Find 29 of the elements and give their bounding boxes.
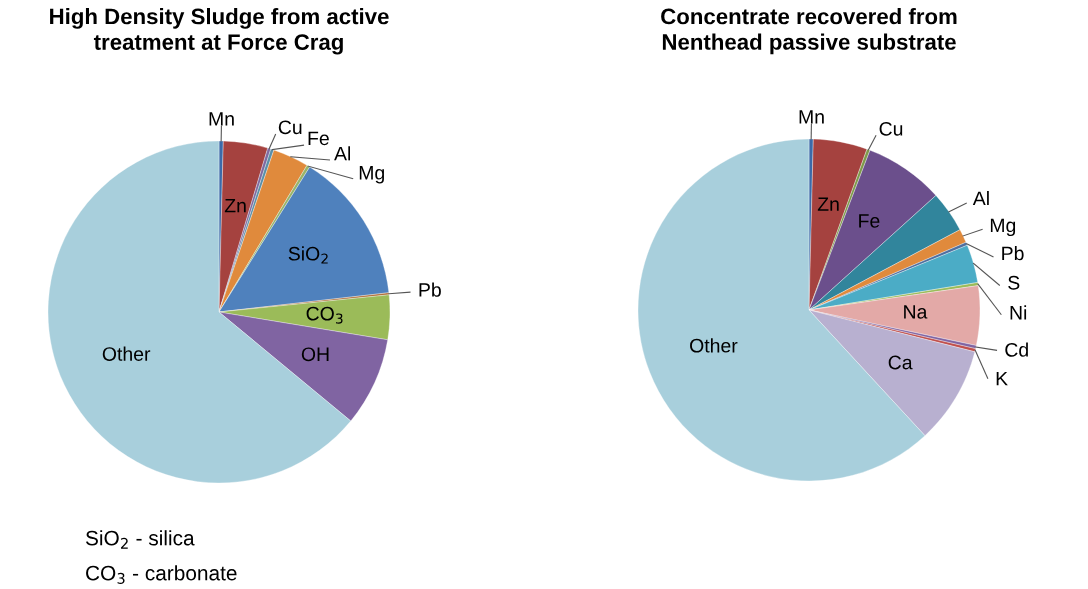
- slice-label: Pb: [419, 282, 441, 297]
- slice-label: Cu: [278, 120, 302, 135]
- slice-label: Other: [690, 338, 738, 353]
- chart-title: Concentrate recovered from Nenthead passive substrate: [661, 8, 957, 55]
- text: CO$_{3}$ - carbonate: [86, 565, 237, 584]
- slice-label: K: [996, 371, 1008, 386]
- slice-label: Mn: [799, 110, 824, 124]
- slice-label: Mg: [990, 218, 1016, 237]
- slice-label: Pb: [1002, 245, 1024, 261]
- slice-label: Other: [102, 346, 151, 361]
- slice-label: Al: [972, 190, 989, 206]
- slice-label: Zn: [817, 197, 839, 211]
- slice-label: Mg: [359, 166, 384, 184]
- slice-label: Cu: [879, 121, 903, 136]
- slice-label: S: [1008, 275, 1020, 290]
- slice-label: Fe: [308, 131, 329, 146]
- slice-label: Na: [904, 305, 928, 319]
- slice-label: OH: [301, 347, 329, 362]
- slice-label: CO$_{3}$: [306, 306, 343, 324]
- slice-label: Ca: [888, 355, 913, 370]
- slice-label: Ni: [1010, 305, 1027, 320]
- slice-label: SiO$_{2}$: [288, 246, 328, 264]
- slice-label: Fe: [859, 214, 880, 228]
- slice-label: Cd: [1005, 342, 1028, 357]
- slice-label: Mn: [209, 112, 234, 126]
- slice-label: Al: [334, 146, 351, 161]
- text: SiO$_{2}$ - silica: [85, 530, 195, 549]
- chart-title: High Density Sludge from active treatment at Force Crag: [50, 8, 389, 55]
- slice-label: Zn: [224, 198, 246, 213]
